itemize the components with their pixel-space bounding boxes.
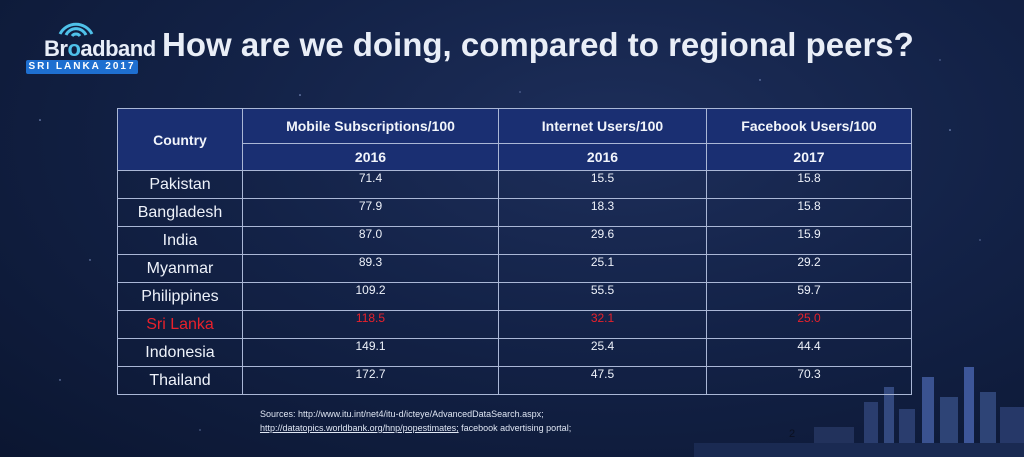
table-row: Pakistan 71.4 15.5 15.8 — [117, 170, 912, 199]
internet-cell: 25.4 — [498, 338, 707, 367]
facebook-cell: 59.7 — [706, 282, 912, 311]
mobile-cell: 77.9 — [242, 198, 499, 227]
table-year-row: 2016 2016 2017 — [118, 143, 912, 171]
internet-year-header: 2016 — [498, 143, 707, 171]
country-cell: Thailand — [117, 366, 243, 395]
country-cell: Sri Lanka — [117, 310, 243, 339]
page-title: How are we doing, compared to regional p… — [162, 26, 914, 63]
internet-cell: 47.5 — [498, 366, 707, 395]
internet-cell: 55.5 — [498, 282, 707, 311]
country-cell: Myanmar — [117, 254, 243, 283]
country-cell: Indonesia — [117, 338, 243, 367]
worldbank-link[interactable]: http://datatopics.worldbank.org/hnp/pope… — [260, 423, 459, 433]
table-row: Philippines 109.2 55.5 59.7 — [117, 282, 912, 311]
mobile-column-header: Mobile Subscriptions/100 — [242, 108, 499, 144]
table-row: Myanmar 89.3 25.1 29.2 — [117, 254, 912, 283]
country-cell: Bangladesh — [117, 198, 243, 227]
table-row: Indonesia 149.1 25.4 44.4 — [117, 338, 912, 367]
mobile-cell: 118.5 — [242, 310, 499, 339]
facebook-cell: 44.4 — [706, 338, 912, 367]
table-row-highlighted: Sri Lanka 118.5 32.1 25.0 — [117, 310, 912, 339]
facebook-cell: 70.3 — [706, 366, 912, 395]
country-cell: India — [117, 226, 243, 255]
facebook-cell: 15.8 — [706, 170, 912, 199]
country-cell: Pakistan — [117, 170, 243, 199]
sources-line-2: http://datatopics.worldbank.org/hnp/pope… — [260, 421, 571, 435]
facebook-cell: 25.0 — [706, 310, 912, 339]
logo-wordmark: Broadband — [44, 36, 156, 61]
sources-line-2-rest: facebook advertising portal; — [458, 423, 572, 433]
facebook-year-header: 2017 — [706, 143, 912, 171]
facebook-cell: 15.8 — [706, 198, 912, 227]
table-row: India 87.0 29.6 15.9 — [117, 226, 912, 255]
mobile-cell: 149.1 — [242, 338, 499, 367]
table-row: Bangladesh 77.9 18.3 15.8 — [117, 198, 912, 227]
broadband-sri-lanka-logo: Broadband SRI LANKA 2017 — [26, 16, 156, 74]
internet-cell: 29.6 — [498, 226, 707, 255]
mobile-cell: 87.0 — [242, 226, 499, 255]
facebook-cell: 29.2 — [706, 254, 912, 283]
page-number: 2 — [789, 428, 796, 440]
country-column-header: Country — [117, 108, 243, 171]
sources-line-1: Sources: http://www.itu.int/net4/itu-d/i… — [260, 409, 544, 419]
internet-cell: 32.1 — [498, 310, 707, 339]
table-row: Thailand 172.7 47.5 70.3 — [117, 366, 912, 395]
facebook-column-header: Facebook Users/100 — [706, 108, 912, 144]
facebook-cell: 15.9 — [706, 226, 912, 255]
mobile-cell: 71.4 — [242, 170, 499, 199]
comparison-table: Country Mobile Subscriptions/100 Interne… — [117, 108, 912, 395]
logo-band: SRI LANKA 2017 — [26, 60, 138, 74]
internet-column-header: Internet Users/100 — [498, 108, 707, 144]
mobile-year-header: 2016 — [242, 143, 499, 171]
mobile-cell: 89.3 — [242, 254, 499, 283]
mobile-cell: 109.2 — [242, 282, 499, 311]
internet-cell: 25.1 — [498, 254, 707, 283]
internet-cell: 15.5 — [498, 170, 707, 199]
country-cell: Philippines — [117, 282, 243, 311]
sources-note: Sources: http://www.itu.int/net4/itu-d/i… — [260, 407, 571, 435]
mobile-cell: 172.7 — [242, 366, 499, 395]
wifi-signal-icon — [58, 22, 94, 38]
table-header-row: Country Mobile Subscriptions/100 Interne… — [117, 108, 912, 171]
internet-cell: 18.3 — [498, 198, 707, 227]
